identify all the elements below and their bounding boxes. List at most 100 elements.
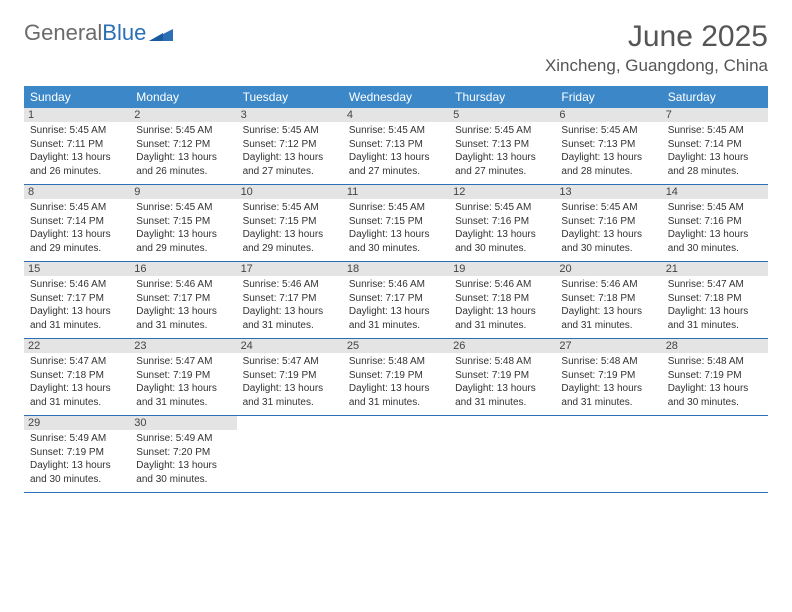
weekday-label: Monday xyxy=(130,86,236,108)
day-info: Sunrise: 5:45 AMSunset: 7:13 PMDaylight:… xyxy=(455,124,549,178)
day-cell: 23 Sunrise: 5:47 AMSunset: 7:19 PMDayligh… xyxy=(130,339,236,415)
weeks-container: 1 Sunrise: 5:45 AMSunset: 7:11 PMDaylight… xyxy=(24,108,768,493)
day-number: 25 xyxy=(343,339,449,353)
day-cell xyxy=(555,416,661,492)
logo-text-blue: Blue xyxy=(102,20,146,46)
day-cell: 6 Sunrise: 5:45 AMSunset: 7:13 PMDaylight… xyxy=(555,108,661,184)
day-cell: 12Sunrise: 5:45 AMSunset: 7:16 PMDayligh… xyxy=(449,185,555,261)
day-cell xyxy=(449,416,555,492)
day-info: Sunrise: 5:45 AMSunset: 7:13 PMDaylight:… xyxy=(349,124,443,178)
day-info: Sunrise: 5:46 AMSunset: 7:18 PMDaylight:… xyxy=(561,278,655,332)
location-label: Xincheng, Guangdong, China xyxy=(545,56,768,76)
day-number: 21 xyxy=(662,262,768,276)
day-cell: 19 Sunrise: 5:46 AMSunset: 7:18 PMDayligh… xyxy=(449,262,555,338)
month-title: June 2025 xyxy=(545,20,768,54)
day-info: Sunrise: 5:45 AMSunset: 7:13 PMDaylight:… xyxy=(561,124,655,178)
day-info: Sunrise: 5:48 AMSunset: 7:19 PMDaylight:… xyxy=(561,355,655,409)
day-info: Sunrise: 5:49 AMSunset: 7:19 PMDaylight:… xyxy=(30,432,124,486)
day-info: Sunrise: 5:47 AMSunset: 7:18 PMDaylight:… xyxy=(668,278,762,332)
logo-text-gray: General xyxy=(24,20,102,46)
calendar-grid: SundayMondayTuesdayWednesdayThursdayFrid… xyxy=(24,86,768,493)
day-info: Sunrise: 5:46 AMSunset: 7:17 PMDaylight:… xyxy=(349,278,443,332)
day-cell: 18 Sunrise: 5:46 AMSunset: 7:17 PMDayligh… xyxy=(343,262,449,338)
day-number: 29 xyxy=(24,416,130,430)
day-info: Sunrise: 5:48 AMSunset: 7:19 PMDaylight:… xyxy=(668,355,762,409)
day-cell: 24Sunrise: 5:47 AMSunset: 7:19 PMDayligh… xyxy=(237,339,343,415)
weekday-header-row: SundayMondayTuesdayWednesdayThursdayFrid… xyxy=(24,86,768,108)
day-info: Sunrise: 5:45 AMSunset: 7:12 PMDaylight:… xyxy=(243,124,337,178)
day-number: 16 xyxy=(130,262,236,276)
day-number: 19 xyxy=(449,262,555,276)
week-row: 1 Sunrise: 5:45 AMSunset: 7:11 PMDaylight… xyxy=(24,108,768,185)
day-cell: 2Sunrise: 5:45 AMSunset: 7:12 PMDaylight… xyxy=(130,108,236,184)
day-cell: 28 Sunrise: 5:48 AMSunset: 7:19 PMDayligh… xyxy=(662,339,768,415)
day-cell: 26Sunrise: 5:48 AMSunset: 7:19 PMDayligh… xyxy=(449,339,555,415)
week-row: 29 Sunrise: 5:49 AMSunset: 7:19 PMDayligh… xyxy=(24,416,768,493)
day-number: 15 xyxy=(24,262,130,276)
day-number: 8 xyxy=(24,185,130,199)
day-cell: 4 Sunrise: 5:45 AMSunset: 7:13 PMDaylight… xyxy=(343,108,449,184)
day-cell: 13Sunrise: 5:45 AMSunset: 7:16 PMDayligh… xyxy=(555,185,661,261)
day-cell: 16Sunrise: 5:46 AMSunset: 7:17 PMDayligh… xyxy=(130,262,236,338)
day-cell: 30 Sunrise: 5:49 AMSunset: 7:20 PMDayligh… xyxy=(130,416,236,492)
day-info: Sunrise: 5:45 AMSunset: 7:15 PMDaylight:… xyxy=(243,201,337,255)
day-cell: 21 Sunrise: 5:47 AMSunset: 7:18 PMDayligh… xyxy=(662,262,768,338)
weekday-label: Tuesday xyxy=(237,86,343,108)
day-number: 10 xyxy=(237,185,343,199)
day-number: 26 xyxy=(449,339,555,353)
day-info: Sunrise: 5:45 AMSunset: 7:16 PMDaylight:… xyxy=(561,201,655,255)
day-number: 12 xyxy=(449,185,555,199)
day-number: 17 xyxy=(237,262,343,276)
day-cell: 27Sunrise: 5:48 AMSunset: 7:19 PMDayligh… xyxy=(555,339,661,415)
day-info: Sunrise: 5:46 AMSunset: 7:18 PMDaylight:… xyxy=(455,278,549,332)
calendar-page: GeneralBlue June 2025 Xincheng, Guangdon… xyxy=(0,0,792,513)
day-number: 2 xyxy=(130,108,236,122)
day-cell xyxy=(662,416,768,492)
day-info: Sunrise: 5:47 AMSunset: 7:19 PMDaylight:… xyxy=(243,355,337,409)
day-cell: 1 Sunrise: 5:45 AMSunset: 7:11 PMDaylight… xyxy=(24,108,130,184)
day-cell: 15 Sunrise: 5:46 AMSunset: 7:17 PMDayligh… xyxy=(24,262,130,338)
week-row: 15 Sunrise: 5:46 AMSunset: 7:17 PMDayligh… xyxy=(24,262,768,339)
weekday-label: Sunday xyxy=(24,86,130,108)
day-number: 14 xyxy=(662,185,768,199)
day-cell: 9 Sunrise: 5:45 AMSunset: 7:15 PMDaylight… xyxy=(130,185,236,261)
day-cell: 22 Sunrise: 5:47 AMSunset: 7:18 PMDayligh… xyxy=(24,339,130,415)
header: GeneralBlue June 2025 Xincheng, Guangdon… xyxy=(24,20,768,76)
day-number: 6 xyxy=(555,108,661,122)
weekday-label: Saturday xyxy=(662,86,768,108)
day-number: 22 xyxy=(24,339,130,353)
day-info: Sunrise: 5:48 AMSunset: 7:19 PMDaylight:… xyxy=(349,355,443,409)
day-info: Sunrise: 5:49 AMSunset: 7:20 PMDaylight:… xyxy=(136,432,230,486)
day-cell: 10 Sunrise: 5:45 AMSunset: 7:15 PMDayligh… xyxy=(237,185,343,261)
day-cell: 3Sunrise: 5:45 AMSunset: 7:12 PMDaylight… xyxy=(237,108,343,184)
day-number: 28 xyxy=(662,339,768,353)
day-info: Sunrise: 5:45 AMSunset: 7:15 PMDaylight:… xyxy=(136,201,230,255)
title-block: June 2025 Xincheng, Guangdong, China xyxy=(545,20,768,76)
day-info: Sunrise: 5:47 AMSunset: 7:19 PMDaylight:… xyxy=(136,355,230,409)
day-cell: 17Sunrise: 5:46 AMSunset: 7:17 PMDayligh… xyxy=(237,262,343,338)
logo-triangle-icon xyxy=(149,25,173,41)
day-info: Sunrise: 5:46 AMSunset: 7:17 PMDaylight:… xyxy=(30,278,124,332)
day-number: 7 xyxy=(662,108,768,122)
week-row: 22 Sunrise: 5:47 AMSunset: 7:18 PMDayligh… xyxy=(24,339,768,416)
day-number: 18 xyxy=(343,262,449,276)
day-number: 11 xyxy=(343,185,449,199)
day-number: 23 xyxy=(130,339,236,353)
day-number: 1 xyxy=(24,108,130,122)
week-row: 8Sunrise: 5:45 AMSunset: 7:14 PMDaylight… xyxy=(24,185,768,262)
weekday-label: Friday xyxy=(555,86,661,108)
day-info: Sunrise: 5:45 AMSunset: 7:14 PMDaylight:… xyxy=(668,124,762,178)
day-info: Sunrise: 5:47 AMSunset: 7:18 PMDaylight:… xyxy=(30,355,124,409)
day-number: 4 xyxy=(343,108,449,122)
day-cell: 20 Sunrise: 5:46 AMSunset: 7:18 PMDayligh… xyxy=(555,262,661,338)
day-cell: 25 Sunrise: 5:48 AMSunset: 7:19 PMDayligh… xyxy=(343,339,449,415)
weekday-label: Wednesday xyxy=(343,86,449,108)
day-cell: 14Sunrise: 5:45 AMSunset: 7:16 PMDayligh… xyxy=(662,185,768,261)
day-info: Sunrise: 5:45 AMSunset: 7:11 PMDaylight:… xyxy=(30,124,124,178)
day-number: 20 xyxy=(555,262,661,276)
weekday-label: Thursday xyxy=(449,86,555,108)
day-number: 9 xyxy=(130,185,236,199)
day-cell: 29 Sunrise: 5:49 AMSunset: 7:19 PMDayligh… xyxy=(24,416,130,492)
day-cell xyxy=(343,416,449,492)
day-number: 30 xyxy=(130,416,236,430)
